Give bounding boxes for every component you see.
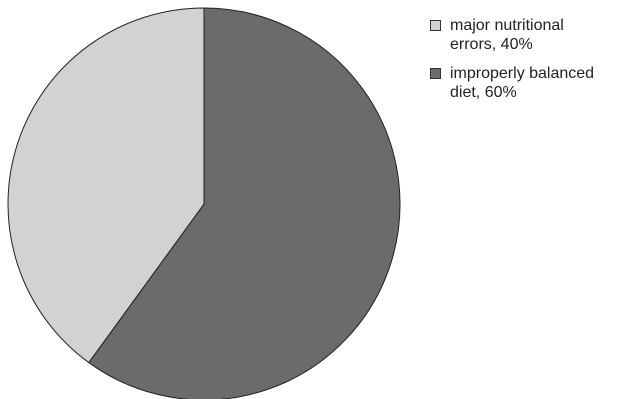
- legend-item-improperly-balanced-diet: improperly balanced diet, 60%: [430, 64, 630, 102]
- legend-label-line: major nutritional: [450, 16, 564, 35]
- legend-swatch-dark: [430, 68, 441, 79]
- legend-label-line: errors, 40%: [450, 35, 564, 54]
- legend-label-line: improperly balanced: [450, 64, 594, 83]
- legend-label: improperly balanced diet, 60%: [450, 64, 594, 102]
- legend: major nutritional errors, 40% improperly…: [430, 16, 630, 112]
- legend-label-line: diet, 60%: [450, 83, 594, 102]
- legend-label: major nutritional errors, 40%: [450, 16, 564, 54]
- legend-item-major-nutritional-errors: major nutritional errors, 40%: [430, 16, 630, 54]
- pie-chart: [0, 0, 420, 399]
- legend-swatch-light: [430, 20, 441, 31]
